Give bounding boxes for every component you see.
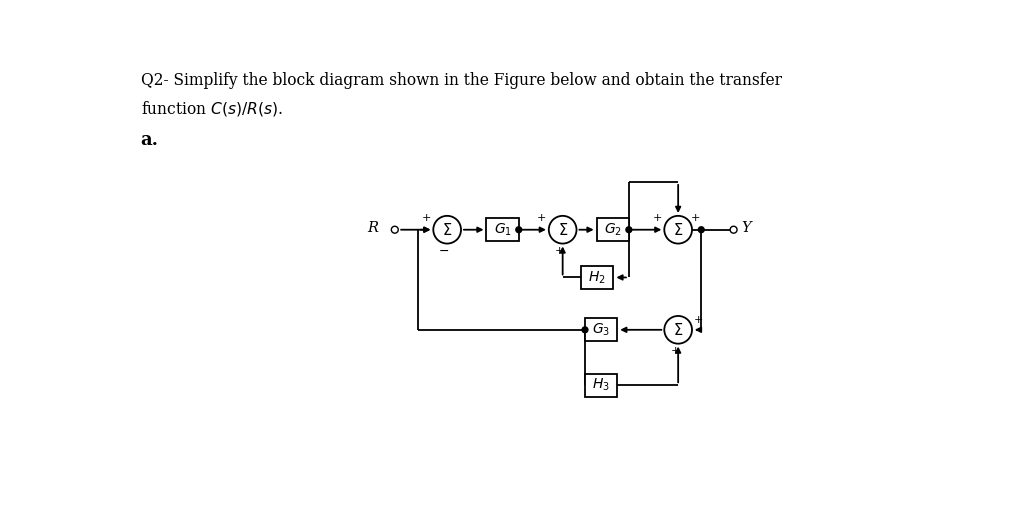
Text: R: R	[367, 221, 377, 235]
Text: +: +	[694, 315, 703, 325]
Text: +: +	[537, 213, 546, 223]
Bar	[585, 374, 618, 397]
Text: $H_3$: $H_3$	[592, 377, 610, 393]
Circle shape	[583, 327, 588, 333]
Circle shape	[664, 216, 692, 244]
Text: Q2- Simplify the block diagram shown in the Figure below and obtain the transfer: Q2- Simplify the block diagram shown in …	[140, 72, 781, 89]
Circle shape	[664, 316, 692, 344]
Text: +: +	[670, 346, 679, 356]
Bar	[597, 218, 629, 241]
Text: $\Sigma$: $\Sigma$	[673, 222, 684, 238]
Text: −: −	[439, 245, 450, 258]
Circle shape	[516, 227, 522, 233]
Text: $\Sigma$: $\Sigma$	[558, 222, 568, 238]
Text: $G_2$: $G_2$	[604, 221, 622, 238]
Text: function $C(s)/R(s)$.: function $C(s)/R(s)$.	[140, 99, 282, 118]
Text: +: +	[422, 213, 431, 223]
Bar	[581, 266, 613, 289]
Text: $\Sigma$: $\Sigma$	[673, 322, 684, 338]
Circle shape	[433, 216, 461, 244]
Text: $G_1$: $G_1$	[494, 221, 511, 238]
Text: Y: Y	[741, 221, 751, 235]
Text: $H_2$: $H_2$	[589, 269, 606, 286]
Bar	[487, 218, 519, 241]
Text: a.: a.	[140, 131, 159, 149]
Text: +: +	[691, 213, 700, 223]
Text: +: +	[653, 213, 662, 223]
Text: $\Sigma$: $\Sigma$	[442, 222, 453, 238]
Text: $G_3$: $G_3$	[592, 322, 610, 338]
Circle shape	[626, 227, 632, 233]
Bar	[585, 318, 618, 342]
Text: +: +	[555, 246, 564, 256]
Circle shape	[548, 216, 576, 244]
Circle shape	[698, 227, 704, 233]
